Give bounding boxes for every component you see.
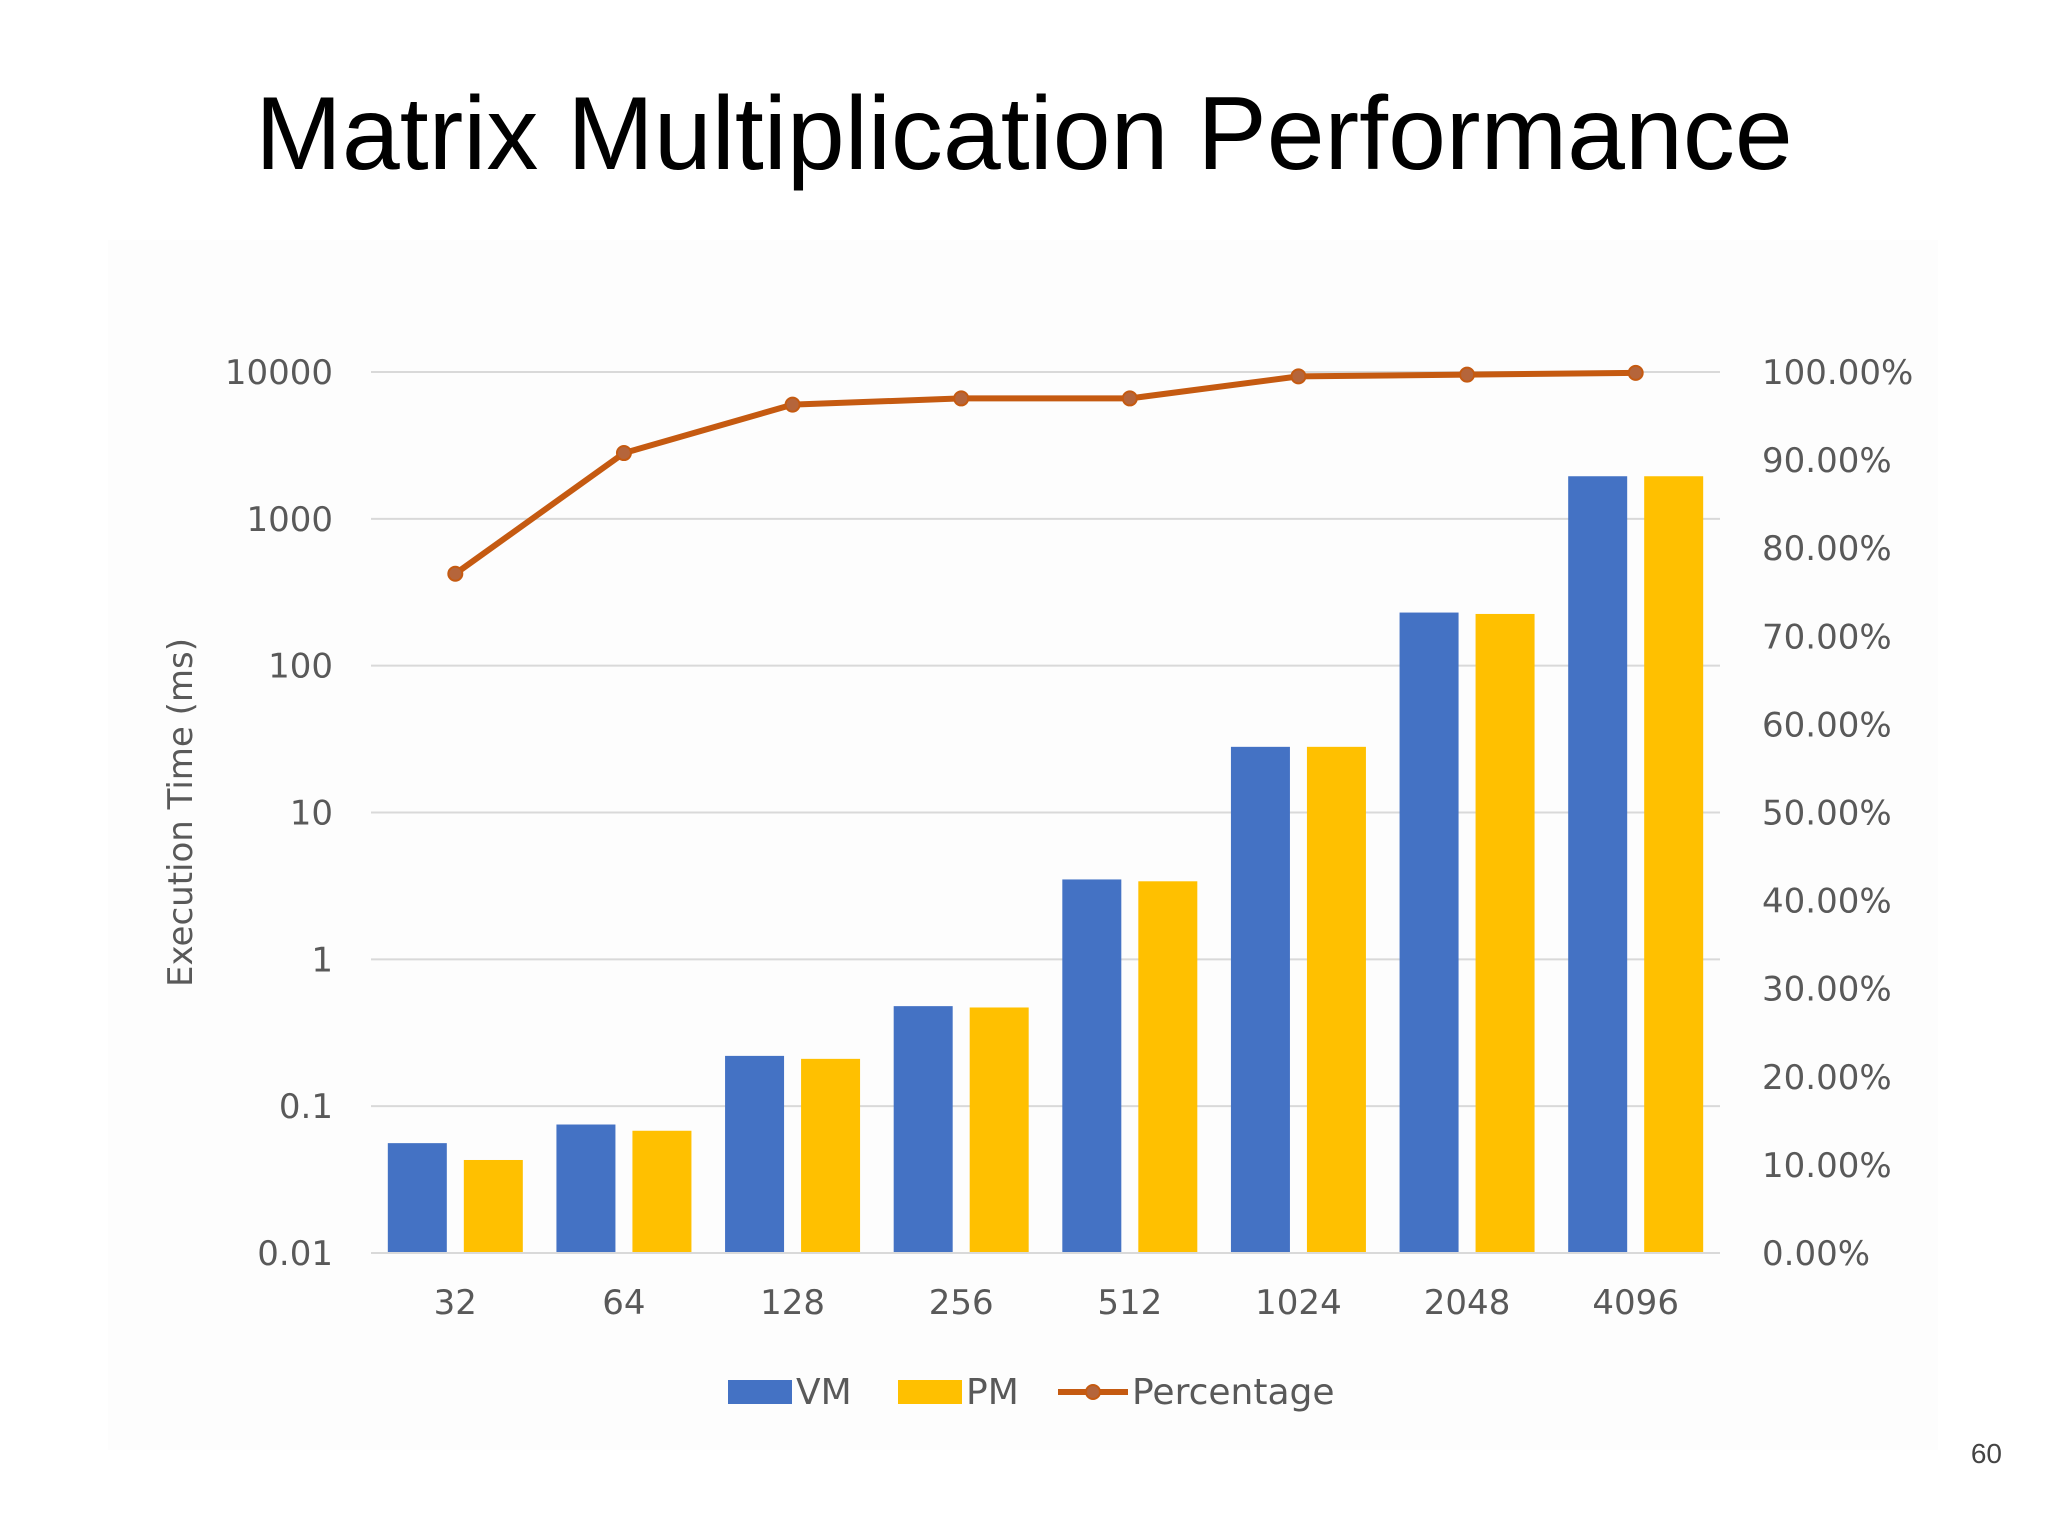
chart-panel: 0.01 0.1 1 10 100 1000 10000 0.00% 10.00% 20.00% 3… xyxy=(108,240,1938,1450)
bar-pm-2048 xyxy=(1475,613,1535,1253)
x-tick-label: 1024 xyxy=(1255,1283,1342,1323)
percentage-point-64 xyxy=(615,445,632,462)
y-tick-label: 10000 xyxy=(225,353,333,393)
y2-tick-label: 90.00% xyxy=(1762,441,1892,481)
bar-vm-256 xyxy=(893,1006,953,1253)
percentage-point-256 xyxy=(953,390,970,407)
y2-tick-label: 100.00% xyxy=(1762,353,1913,393)
y-tick-label: 1000 xyxy=(246,500,333,540)
legend-label-pm: PM xyxy=(966,1372,1019,1413)
y2-tick-label: 20.00% xyxy=(1762,1058,1892,1098)
bar-pm-64 xyxy=(632,1130,692,1253)
x-tick-label: 256 xyxy=(929,1283,994,1323)
legend-marker-percentage xyxy=(1085,1384,1101,1400)
x-tick-label: 32 xyxy=(434,1283,477,1323)
y2-tick-label: 0.00% xyxy=(1762,1234,1870,1274)
percentage-point-4096 xyxy=(1627,364,1644,381)
percentage-point-32 xyxy=(447,565,464,582)
bar-pm-256 xyxy=(969,1007,1029,1253)
bar-vm-512 xyxy=(1062,879,1122,1253)
y-axis-title: Execution Time (ms) xyxy=(161,638,201,987)
page-number: 60 xyxy=(1970,1438,2002,1469)
legend-label-vm: VM xyxy=(796,1372,852,1413)
y2-tick-label: 60.00% xyxy=(1762,705,1892,745)
bar-vm-2048 xyxy=(1399,612,1459,1253)
bar-pm-128 xyxy=(801,1058,861,1253)
y2-tick-label: 40.00% xyxy=(1762,882,1892,922)
legend-label-percentage: Percentage xyxy=(1132,1372,1335,1413)
bar-pm-512 xyxy=(1138,881,1198,1253)
percentage-line xyxy=(453,369,1636,577)
legend-swatch-pm xyxy=(898,1380,962,1404)
percentage-point-1024 xyxy=(1290,368,1307,385)
x-tick-label: 4096 xyxy=(1592,1283,1679,1323)
y-tick-label: 0.1 xyxy=(279,1087,333,1127)
legend-swatch-vm xyxy=(728,1380,792,1404)
x-tick-label: 128 xyxy=(760,1283,825,1323)
chart: 0.01 0.1 1 10 100 1000 10000 0.00% 10.00% 20.00% 3… xyxy=(161,353,1913,1413)
y-tick-label: 0.01 xyxy=(257,1234,333,1274)
x-tick-label: 64 xyxy=(602,1283,645,1323)
y2-tick-label: 80.00% xyxy=(1762,529,1892,569)
y-tick-label: 1 xyxy=(311,940,333,980)
bar-pm-4096 xyxy=(1644,476,1704,1253)
y-tick-label: 100 xyxy=(268,647,333,687)
bar-vm-4096 xyxy=(1568,476,1628,1253)
y2-tick-label: 50.00% xyxy=(1762,794,1892,834)
bar-pm-32 xyxy=(463,1159,523,1253)
y2-tick-label: 30.00% xyxy=(1762,970,1892,1010)
percentage-point-128 xyxy=(784,396,801,413)
percentage-point-2048 xyxy=(1459,366,1476,383)
y2-tick-label: 70.00% xyxy=(1762,617,1892,657)
bar-vm-1024 xyxy=(1230,746,1290,1253)
bar-pm-1024 xyxy=(1306,746,1366,1253)
bar-vm-64 xyxy=(556,1124,616,1253)
x-tick-label: 512 xyxy=(1097,1283,1162,1323)
bar-vm-128 xyxy=(725,1055,785,1253)
bar-vm-32 xyxy=(387,1143,447,1253)
y-tick-label: 10 xyxy=(290,794,333,834)
y2-tick-label: 10.00% xyxy=(1762,1146,1892,1186)
percentage-point-512 xyxy=(1121,390,1138,407)
x-tick-label: 2048 xyxy=(1424,1283,1511,1323)
slide-title: Matrix Multiplication Performance xyxy=(255,76,1793,192)
